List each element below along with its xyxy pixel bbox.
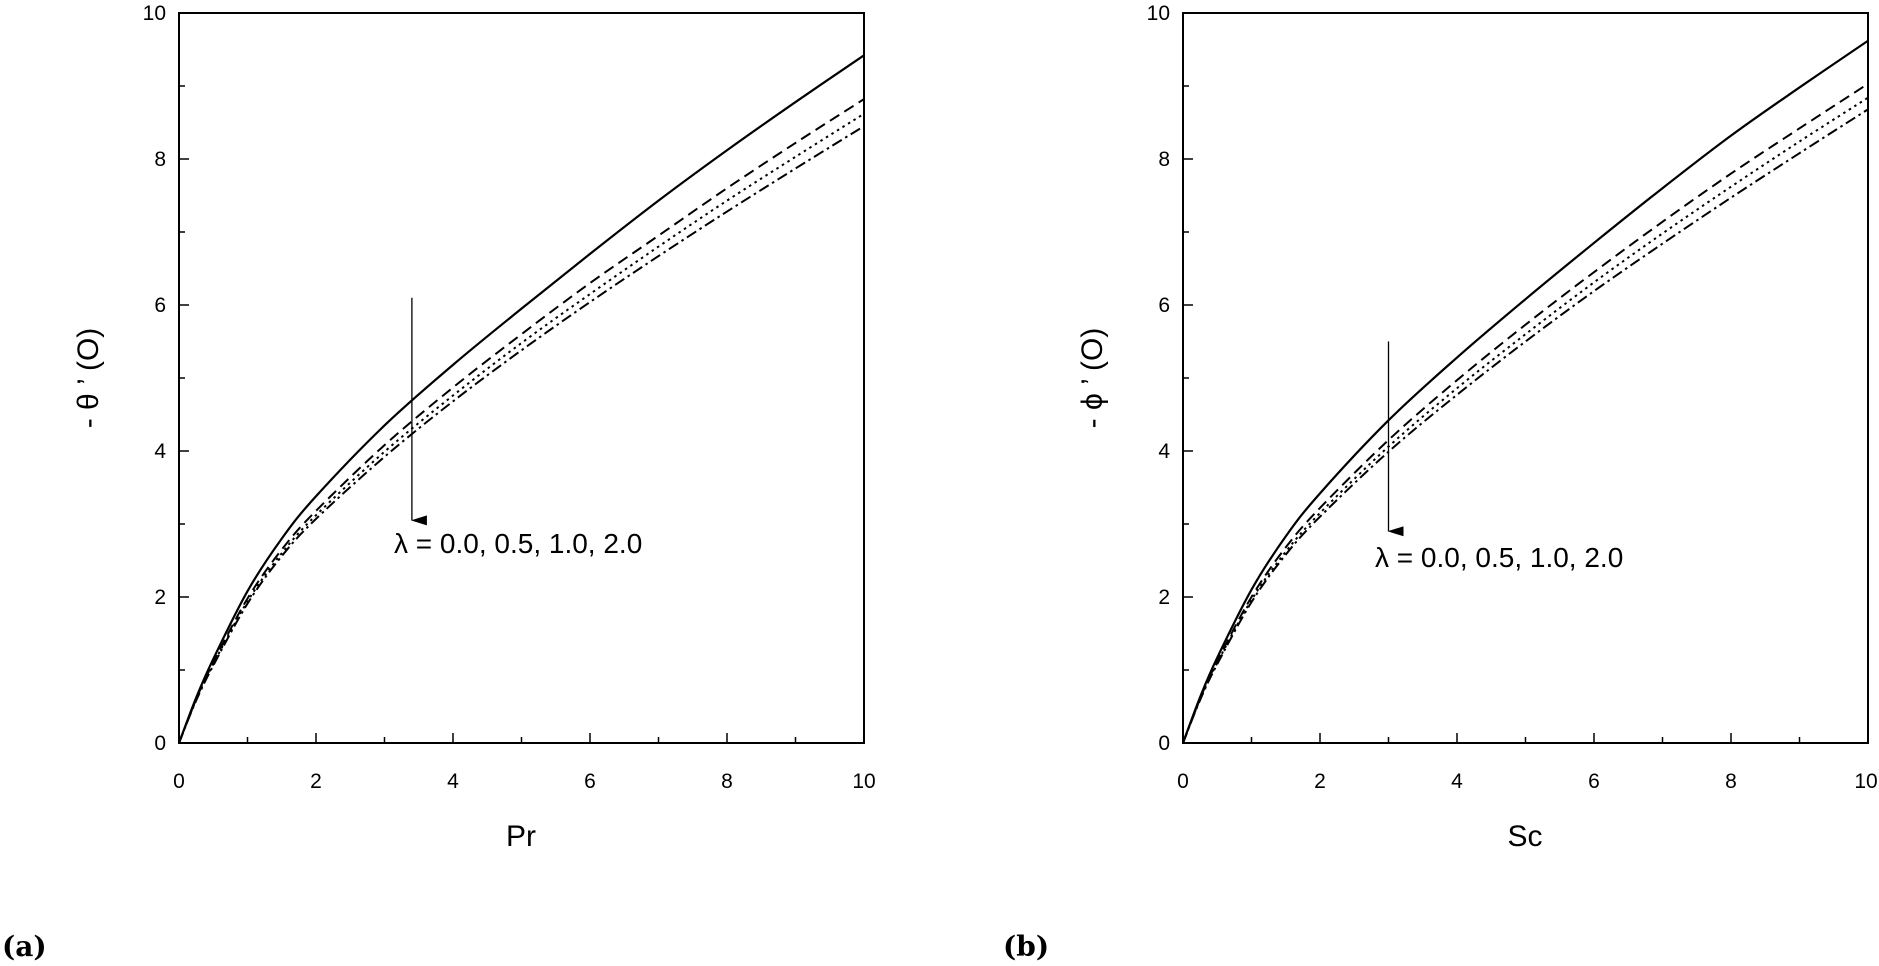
y-tick-label: 6 <box>154 294 166 317</box>
series-line-dotted <box>178 112 865 744</box>
series-line-dash-dot <box>178 125 865 744</box>
series-line-dashed <box>1182 82 1869 744</box>
series-line-dash-dot <box>1182 108 1869 744</box>
plot-frame-a <box>178 12 865 744</box>
series-line-dashed <box>178 98 865 744</box>
panel-label-a: (a) <box>2 930 47 963</box>
y-tick-labels-a: 0 2 4 6 8 10 <box>143 2 167 755</box>
series-line-solid <box>1181 39 1869 744</box>
series-line-solid <box>177 54 865 744</box>
y-tick-label: 10 <box>143 2 166 25</box>
x-axis-title-b: Sc <box>1507 820 1542 853</box>
plot-frame-b <box>1182 12 1869 744</box>
x-tick-label: 0 <box>173 770 185 793</box>
series-line-dotted <box>1182 96 1869 744</box>
x-tick-label: 6 <box>584 770 596 793</box>
x-tick-label: 6 <box>1588 770 1600 793</box>
y-tick-label: 6 <box>1158 294 1170 317</box>
y-tick-label: 0 <box>1158 732 1170 755</box>
x-tick-label: 0 <box>1177 770 1189 793</box>
x-tick-label: 10 <box>1854 770 1877 793</box>
curves-panel-b <box>1181 39 1869 744</box>
annotation-label-b: λ = 0.0, 0.5, 1.0, 2.0 <box>1375 542 1623 573</box>
x-tick-label: 8 <box>1725 770 1737 793</box>
x-tick-label: 4 <box>447 770 459 793</box>
y-tick-label: 4 <box>1158 440 1170 463</box>
x-tick-labels-a: 0 2 4 6 8 10 <box>173 770 876 793</box>
y-tick-label: 8 <box>1158 148 1170 171</box>
annotation-label-a: λ = 0.0, 0.5, 1.0, 2.0 <box>394 528 642 559</box>
y-tick-label: 0 <box>154 732 166 755</box>
x-tick-label: 8 <box>721 770 733 793</box>
chart-panel-a: 0 2 4 6 8 10 0 2 4 6 8 10 Pr - θ ’ (O) λ… <box>72 2 876 853</box>
y-tick-label: 10 <box>1147 2 1170 25</box>
x-tick-label: 4 <box>1451 770 1463 793</box>
y-axis-title-b: - ϕ ’ (O) <box>1076 328 1109 429</box>
y-tick-labels-b: 0 2 4 6 8 10 <box>1147 2 1171 755</box>
y-tick-label: 4 <box>154 440 166 463</box>
y-axis-title-a: - θ ’ (O) <box>72 328 105 429</box>
curves-panel-a <box>177 54 865 744</box>
x-tick-labels-b: 0 2 4 6 8 10 <box>1177 770 1878 793</box>
chart-panel-b: 0 2 4 6 8 10 0 2 4 6 8 10 Sc - ϕ ’ (O) λ… <box>1076 2 1878 853</box>
x-tick-label: 2 <box>1314 770 1326 793</box>
x-tick-label: 2 <box>310 770 322 793</box>
y-tick-label: 2 <box>1158 586 1170 609</box>
x-tick-label: 10 <box>852 770 875 793</box>
y-tick-label: 2 <box>154 586 166 609</box>
ticks-panel-b <box>1182 12 1869 744</box>
y-tick-label: 8 <box>154 148 166 171</box>
x-axis-title-a: Pr <box>506 820 536 853</box>
panel-label-b: (b) <box>1003 930 1049 963</box>
ticks-panel-a <box>178 12 865 744</box>
